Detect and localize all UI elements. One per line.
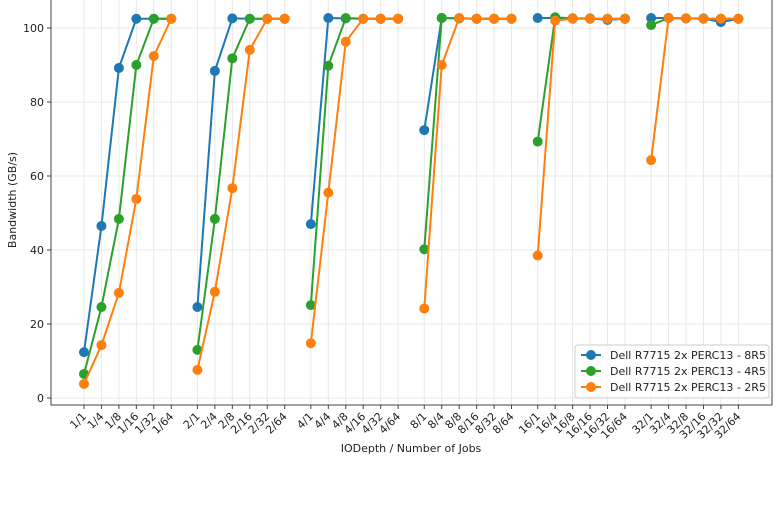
data-point bbox=[436, 13, 447, 24]
legend-marker bbox=[586, 366, 596, 376]
y-tick-label: 80 bbox=[30, 96, 44, 109]
series-line bbox=[83, 17, 172, 353]
data-point bbox=[148, 13, 159, 24]
data-point bbox=[715, 13, 726, 24]
y-axis: 0 20 40 60 80 100 bbox=[23, 22, 51, 405]
legend-item: Dell R7715 2x PERC13 - 2R5 bbox=[581, 381, 766, 394]
data-point bbox=[113, 213, 124, 224]
data-point bbox=[506, 13, 517, 24]
data-point bbox=[550, 15, 561, 26]
data-point bbox=[227, 13, 238, 24]
series-line bbox=[196, 17, 285, 351]
legend-item: Dell R7715 2x PERC13 - 4R5 bbox=[581, 365, 766, 378]
data-point bbox=[436, 60, 447, 70]
data-point bbox=[79, 347, 89, 358]
y-tick-label: 60 bbox=[30, 170, 44, 183]
data-point bbox=[305, 300, 316, 311]
legend-label: Dell R7715 2x PERC13 - 8R5 bbox=[610, 349, 766, 362]
data-point bbox=[375, 13, 386, 24]
series-line bbox=[650, 16, 739, 161]
y-tick-label: 20 bbox=[30, 318, 44, 331]
data-point bbox=[192, 344, 203, 355]
data-point bbox=[262, 13, 273, 24]
data-point bbox=[209, 286, 220, 297]
legend: Dell R7715 2x PERC13 - 8R5 Dell R7715 2x … bbox=[574, 344, 770, 399]
data-point bbox=[340, 13, 351, 24]
data-point bbox=[96, 340, 107, 351]
data-point bbox=[305, 338, 316, 349]
data-point bbox=[79, 378, 89, 389]
data-point bbox=[323, 13, 334, 24]
data-point bbox=[585, 13, 596, 24]
series-3 bbox=[79, 13, 744, 389]
grid bbox=[51, 0, 772, 405]
data-point bbox=[305, 219, 316, 230]
data-point bbox=[471, 13, 482, 24]
data-point bbox=[279, 13, 290, 24]
data-point bbox=[148, 51, 159, 62]
y-tick-label: 100 bbox=[23, 22, 44, 35]
data-point bbox=[681, 13, 692, 24]
data-point bbox=[340, 36, 351, 47]
data-point bbox=[532, 13, 543, 24]
data-point bbox=[454, 13, 465, 24]
y-tick-label: 40 bbox=[30, 244, 44, 257]
y-tick-label: 0 bbox=[37, 392, 44, 405]
legend-marker bbox=[586, 350, 596, 360]
x-axis-label: IODepth / Number of Jobs bbox=[341, 442, 482, 455]
legend-label: Dell R7715 2x PERC13 - 2R5 bbox=[610, 381, 766, 394]
data-point bbox=[244, 13, 255, 24]
data-point bbox=[646, 20, 657, 31]
data-point bbox=[96, 301, 107, 312]
data-point bbox=[567, 13, 578, 24]
data-point bbox=[419, 125, 430, 136]
data-point bbox=[602, 13, 613, 24]
data-point bbox=[209, 213, 220, 224]
data-point bbox=[419, 303, 430, 314]
data-point bbox=[113, 287, 124, 298]
data-point bbox=[166, 13, 177, 24]
plot-frame bbox=[50, 0, 773, 406]
data-point bbox=[393, 13, 404, 24]
x-axis: 1/11/41/81/161/321/64 2/12/42/82/162/322/… bbox=[67, 405, 743, 442]
legend-item: Dell R7715 2x PERC13 - 8R5 bbox=[581, 349, 766, 362]
data-point bbox=[227, 53, 238, 64]
y-axis-label: Bandwidth (GB/s) bbox=[6, 152, 19, 248]
series-layer bbox=[79, 12, 744, 389]
data-point bbox=[619, 13, 630, 24]
legend-box bbox=[574, 344, 770, 399]
data-point bbox=[113, 62, 124, 73]
data-point bbox=[663, 13, 674, 24]
data-point bbox=[227, 183, 238, 194]
series-line bbox=[423, 16, 512, 309]
legend-label: Dell R7715 2x PERC13 - 4R5 bbox=[610, 365, 766, 378]
series-1 bbox=[79, 13, 744, 358]
data-point bbox=[698, 13, 709, 24]
data-point bbox=[532, 250, 543, 261]
data-point bbox=[532, 136, 543, 147]
data-point bbox=[733, 13, 744, 24]
data-point bbox=[192, 364, 203, 375]
legend-marker bbox=[586, 382, 596, 392]
data-point bbox=[192, 301, 203, 312]
data-point bbox=[646, 13, 657, 24]
data-point bbox=[358, 13, 369, 24]
data-point bbox=[131, 193, 142, 204]
series-line bbox=[196, 17, 285, 308]
data-point bbox=[131, 13, 142, 24]
data-point bbox=[131, 60, 142, 70]
data-point bbox=[419, 244, 430, 255]
data-point bbox=[244, 44, 255, 55]
data-point bbox=[489, 13, 500, 24]
data-point bbox=[323, 60, 334, 71]
series-line bbox=[83, 17, 172, 375]
series-line bbox=[83, 18, 173, 385]
data-point bbox=[646, 155, 657, 166]
data-point bbox=[209, 65, 220, 76]
data-point bbox=[96, 220, 107, 231]
data-point bbox=[323, 187, 334, 198]
